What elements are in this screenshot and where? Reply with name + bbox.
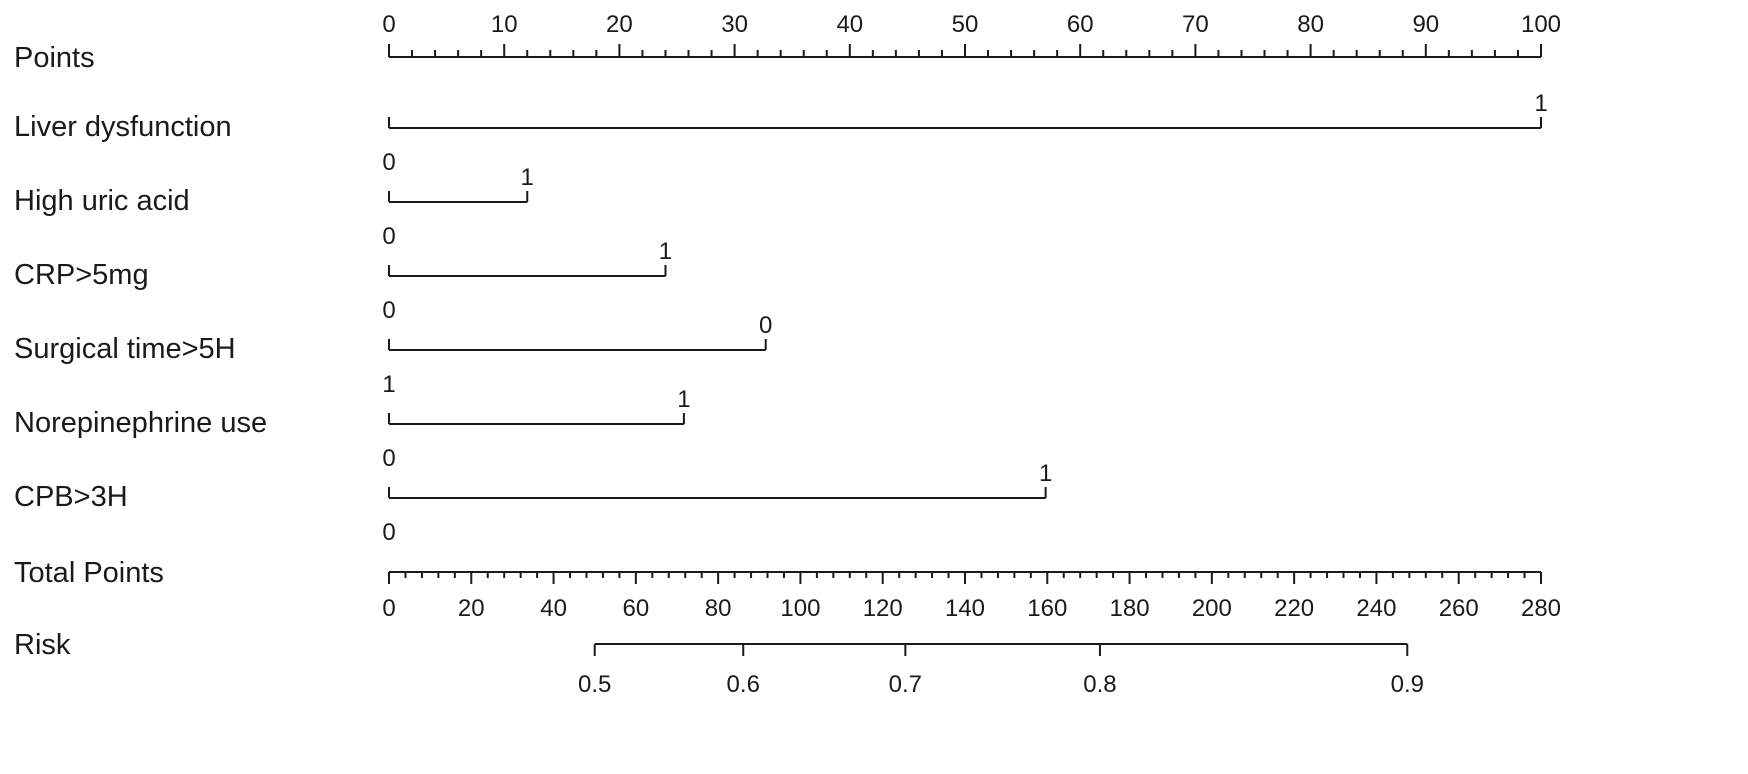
level-label-crp-5mg: 0 [382,297,395,324]
level-label-surgical-time-5h: 0 [759,312,772,339]
level-label-high-uric-acid: 1 [521,164,534,191]
points-tick-label: 30 [721,11,748,38]
total-points-tick-label: 60 [623,595,650,622]
level-label-high-uric-acid: 0 [382,223,395,250]
level-label-norepinephrine-use: 0 [382,445,395,472]
points-tick-label: 70 [1182,11,1209,38]
level-label-liver-dysfunction: 1 [1534,90,1547,117]
total-points-tick-label: 40 [540,595,567,622]
row-label-liver-dysfunction: Liver dysfunction [14,111,232,143]
total-points-tick-label: 80 [705,595,732,622]
points-tick-label: 0 [382,11,395,38]
total-points-tick-label: 120 [863,595,903,622]
points-tick-label: 40 [836,11,863,38]
risk-tick-label: 0.8 [1083,671,1116,698]
level-label-crp-5mg: 1 [659,238,672,265]
points-tick-label: 60 [1067,11,1094,38]
total-points-tick-label: 0 [382,595,395,622]
points-tick-label: 50 [952,11,979,38]
row-label-high-uric-acid: High uric acid [14,185,190,217]
level-label-cpb-3h: 0 [382,519,395,546]
risk-row-label: Risk [14,629,71,661]
points-tick-label: 100 [1521,11,1561,38]
level-label-surgical-time-5h: 1 [382,371,395,398]
risk-tick-label: 0.5 [578,671,611,698]
total-points-tick-label: 240 [1356,595,1396,622]
total-points-tick-label: 160 [1027,595,1067,622]
row-label-crp-5mg: CRP>5mg [14,259,149,291]
total-points-tick-label: 220 [1274,595,1314,622]
total-points-tick-label: 100 [780,595,820,622]
row-labels: Points Liver dysfunction High uric acid CRP… [14,42,267,661]
level-label-norepinephrine-use: 1 [677,386,690,413]
level-label-cpb-3h: 1 [1039,460,1052,487]
total-points-row-label: Total Points [14,557,164,589]
risk-tick-label: 0.9 [1391,671,1424,698]
total-points-tick-label: 20 [458,595,485,622]
points-tick-label: 80 [1297,11,1324,38]
points-tick-label: 90 [1412,11,1439,38]
total-points-tick-label: 180 [1110,595,1150,622]
row-label-cpb-3h: CPB>3H [14,481,128,513]
total-points-tick-label: 200 [1192,595,1232,622]
risk-tick-label: 0.7 [889,671,922,698]
points-tick-label: 10 [491,11,518,38]
total-points-tick-label: 280 [1521,595,1561,622]
level-label-liver-dysfunction: 0 [382,149,395,176]
points-tick-label: 20 [606,11,633,38]
row-label-surgical-time-5h: Surgical time>5H [14,333,236,365]
total-points-tick-label: 260 [1439,595,1479,622]
total-points-tick-label: 140 [945,595,985,622]
row-label-norepinephrine-use: Norepinephrine use [14,407,267,439]
risk-tick-label: 0.6 [727,671,760,698]
points-row-label: Points [14,42,95,74]
